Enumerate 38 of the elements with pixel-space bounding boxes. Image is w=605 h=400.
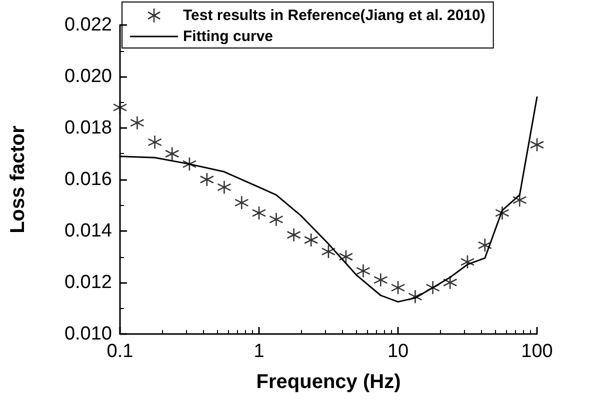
- point: [130, 116, 144, 130]
- point: [217, 180, 232, 194]
- y-tick-label: 0.018: [64, 118, 112, 138]
- point: [182, 156, 197, 172]
- y-tick-label: 0.016: [64, 169, 112, 190]
- point: [426, 280, 440, 295]
- point: [495, 206, 510, 220]
- point: [321, 244, 336, 259]
- legend-label: Test results in Reference(Jiang et al. 2010): [183, 7, 486, 24]
- y-tick-label: 0.022: [64, 14, 112, 36]
- point: [252, 206, 266, 220]
- y-axis-title: Loss factor: [7, 125, 29, 234]
- point: [460, 254, 475, 270]
- legend-label: Fitting curve: [183, 28, 274, 45]
- point: [530, 138, 544, 152]
- point: [512, 192, 527, 208]
- point: [112, 100, 128, 115]
- point: [269, 212, 284, 227]
- x-tick-label: 1: [254, 341, 264, 362]
- point: [304, 232, 318, 248]
- y-tick-label: 0.014: [64, 220, 112, 242]
- point: [148, 135, 162, 150]
- point: [478, 238, 492, 252]
- point: [200, 172, 214, 187]
- x-tick-label: 100: [521, 341, 553, 362]
- point: [373, 272, 388, 288]
- y-tick-label: 0.020: [64, 66, 112, 87]
- point: [338, 250, 354, 264]
- point: [164, 146, 180, 161]
- point: [234, 196, 249, 210]
- point: [408, 290, 422, 304]
- point: [390, 280, 406, 295]
- y-tick-label: 0.012: [64, 272, 112, 293]
- point: [286, 228, 301, 242]
- x-axis-title: Frequency (Hz): [256, 371, 401, 393]
- point: [356, 264, 370, 278]
- x-tick-label: 10: [387, 341, 409, 362]
- point: [442, 275, 458, 290]
